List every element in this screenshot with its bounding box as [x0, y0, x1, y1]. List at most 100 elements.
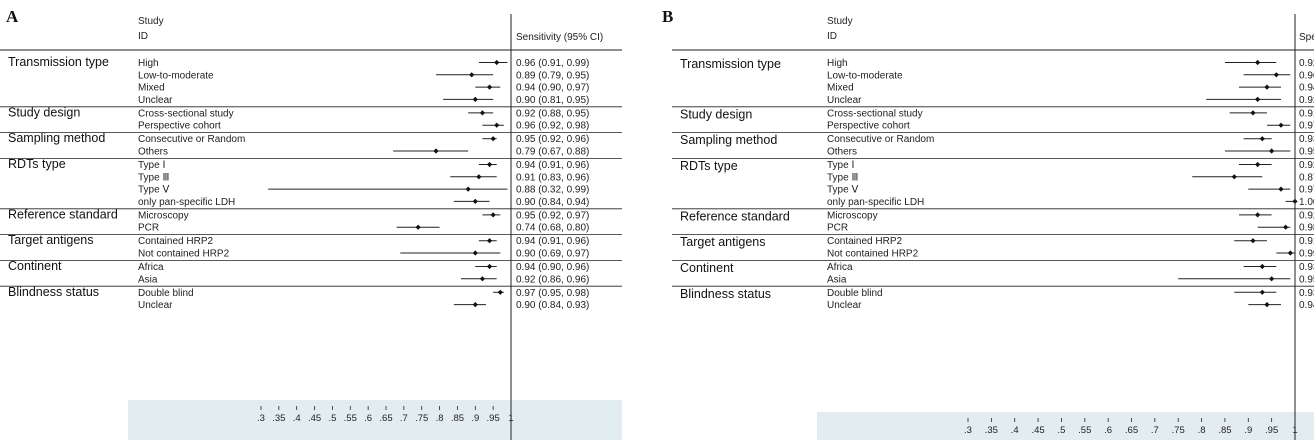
tick-label: .45 [308, 413, 321, 424]
group-label: Transmission type [8, 55, 109, 69]
ci-value: 0.94 (0.91, 0.96) [516, 160, 589, 171]
tick-label: .4 [293, 413, 301, 424]
group-label: Target antigens [8, 233, 93, 247]
point-estimate [1255, 59, 1261, 66]
row-label: Unclear [827, 300, 862, 311]
tick-label: 1 [1292, 425, 1297, 436]
point-estimate [486, 238, 493, 244]
row-label: Mixed [138, 83, 165, 94]
point-estimate [486, 263, 493, 270]
point-estimate [1259, 289, 1265, 295]
ci-value: 0.92 (0.88, 0.95) [516, 108, 589, 119]
row-label: Perspective cohort [138, 121, 221, 132]
row-label: Africa [827, 262, 853, 273]
ci-value: 1.00 (0.98, 1.00) [1299, 197, 1314, 208]
group-label: Continent [680, 261, 734, 275]
tick-label: .7 [400, 413, 408, 424]
row-label: Contained HRP2 [138, 236, 213, 247]
row-label: Unclear [138, 300, 173, 311]
row-label: Double blind [138, 288, 194, 299]
point-estimate [490, 136, 496, 142]
point-estimate [1259, 263, 1265, 270]
tick-label: .35 [985, 425, 998, 436]
group-label: Sampling method [680, 133, 777, 147]
tick-label: .75 [1172, 425, 1185, 436]
group-label: Target antigens [680, 235, 765, 249]
ci-value: 0.88 (0.32, 0.99) [516, 185, 589, 196]
tick-label: .7 [1151, 425, 1159, 436]
ci-value: 0.95 (0.92, 0.96) [516, 134, 589, 145]
group-label: Study design [8, 105, 80, 119]
tick-label: .65 [379, 413, 392, 424]
ci-value: 0.97 (0.90, 0.99) [1299, 185, 1314, 196]
header-study: Study [138, 16, 164, 27]
row-label: Type Ⅴ [138, 185, 169, 196]
axis-background [128, 400, 622, 440]
row-label: Cross-sectional study [138, 108, 234, 119]
group-label: Blindness status [8, 285, 99, 299]
tick-label: .75 [415, 413, 428, 424]
tick-label: .6 [1104, 425, 1112, 436]
row-label: Type Ⅰ [827, 160, 854, 171]
row-label: Not contained HRP2 [138, 249, 230, 260]
row-label: Asia [827, 274, 847, 285]
tick-label: .3 [964, 425, 972, 436]
row-label: High [827, 58, 848, 69]
point-estimate [494, 59, 500, 66]
row-label: Consecutive or Random [138, 134, 245, 145]
point-estimate [479, 276, 486, 282]
ci-value: 0.92 (0.88, 0.95) [1299, 210, 1314, 221]
ci-value: 0.92 (0.88, 0.95) [1299, 160, 1314, 171]
ci-value: 0.94 (0.90, 0.97) [1299, 300, 1314, 311]
row-label: Mixed [827, 83, 854, 94]
ci-value: 0.90 (0.84, 0.93) [516, 300, 589, 311]
ci-value: 0.79 (0.67, 0.88) [516, 147, 589, 158]
header-study: Study [827, 16, 853, 27]
ci-value: 0.93 (0.89, 0.95) [1299, 134, 1314, 145]
ci-value: 0.87 (0.78, 0.93) [1299, 172, 1314, 183]
tick-label: .8 [1198, 425, 1206, 436]
tick-label: .3 [257, 413, 265, 424]
row-label: High [138, 58, 159, 69]
point-estimate [486, 161, 493, 168]
point-estimate [1255, 161, 1261, 168]
ci-value: 0.98 (0.92, 0.99) [1299, 223, 1314, 234]
point-estimate [472, 198, 478, 204]
row-label: Type Ⅰ [138, 160, 165, 171]
panel-letter: B [662, 7, 673, 26]
group-label: RDTs type [680, 159, 738, 173]
row-label: Not contained HRP2 [827, 249, 919, 260]
ci-value: 0.95 (0.75, 0.99) [1299, 274, 1314, 285]
row-label: Type Ⅲ [827, 172, 858, 183]
ci-value: 0.95 (0.92, 0.97) [516, 210, 589, 221]
group-label: Blindness status [680, 287, 771, 301]
forest-panel-a: A Study ID Sensitivity (95% CI) Transmission… [0, 7, 622, 440]
row-label: only pan-specific LDH [827, 197, 924, 208]
row-label: Microscopy [827, 210, 878, 221]
header-id: ID [827, 31, 837, 42]
point-estimate [476, 174, 482, 180]
group-label: Study design [680, 107, 752, 121]
ci-value: 0.91 (0.87, 0.94) [1299, 236, 1314, 247]
group-label: Sampling method [8, 131, 105, 145]
tick-label: .45 [1031, 425, 1044, 436]
point-estimate [472, 302, 478, 308]
point-estimate [479, 110, 486, 116]
tick-label: .6 [364, 413, 372, 424]
ci-value: 0.96 (0.89, 0.99) [1299, 70, 1314, 81]
point-estimate [1287, 250, 1293, 256]
tick-label: .65 [1125, 425, 1138, 436]
point-estimate [465, 186, 471, 192]
row-label: Africa [138, 262, 164, 273]
point-estimate [1264, 302, 1270, 308]
tick-label: .95 [487, 413, 500, 424]
forest-panel-b: B Study ID Specificity (95% CI) Transmission… [662, 7, 1314, 440]
tick-label: .85 [451, 413, 464, 424]
group-label: Reference standard [8, 207, 118, 221]
row-label: Consecutive or Random [827, 134, 934, 145]
ci-value: 0.95 (0.85, 0.99) [1299, 147, 1314, 158]
tick-label: .9 [1244, 425, 1252, 436]
point-estimate [469, 72, 475, 78]
panel-letter: A [6, 7, 19, 26]
